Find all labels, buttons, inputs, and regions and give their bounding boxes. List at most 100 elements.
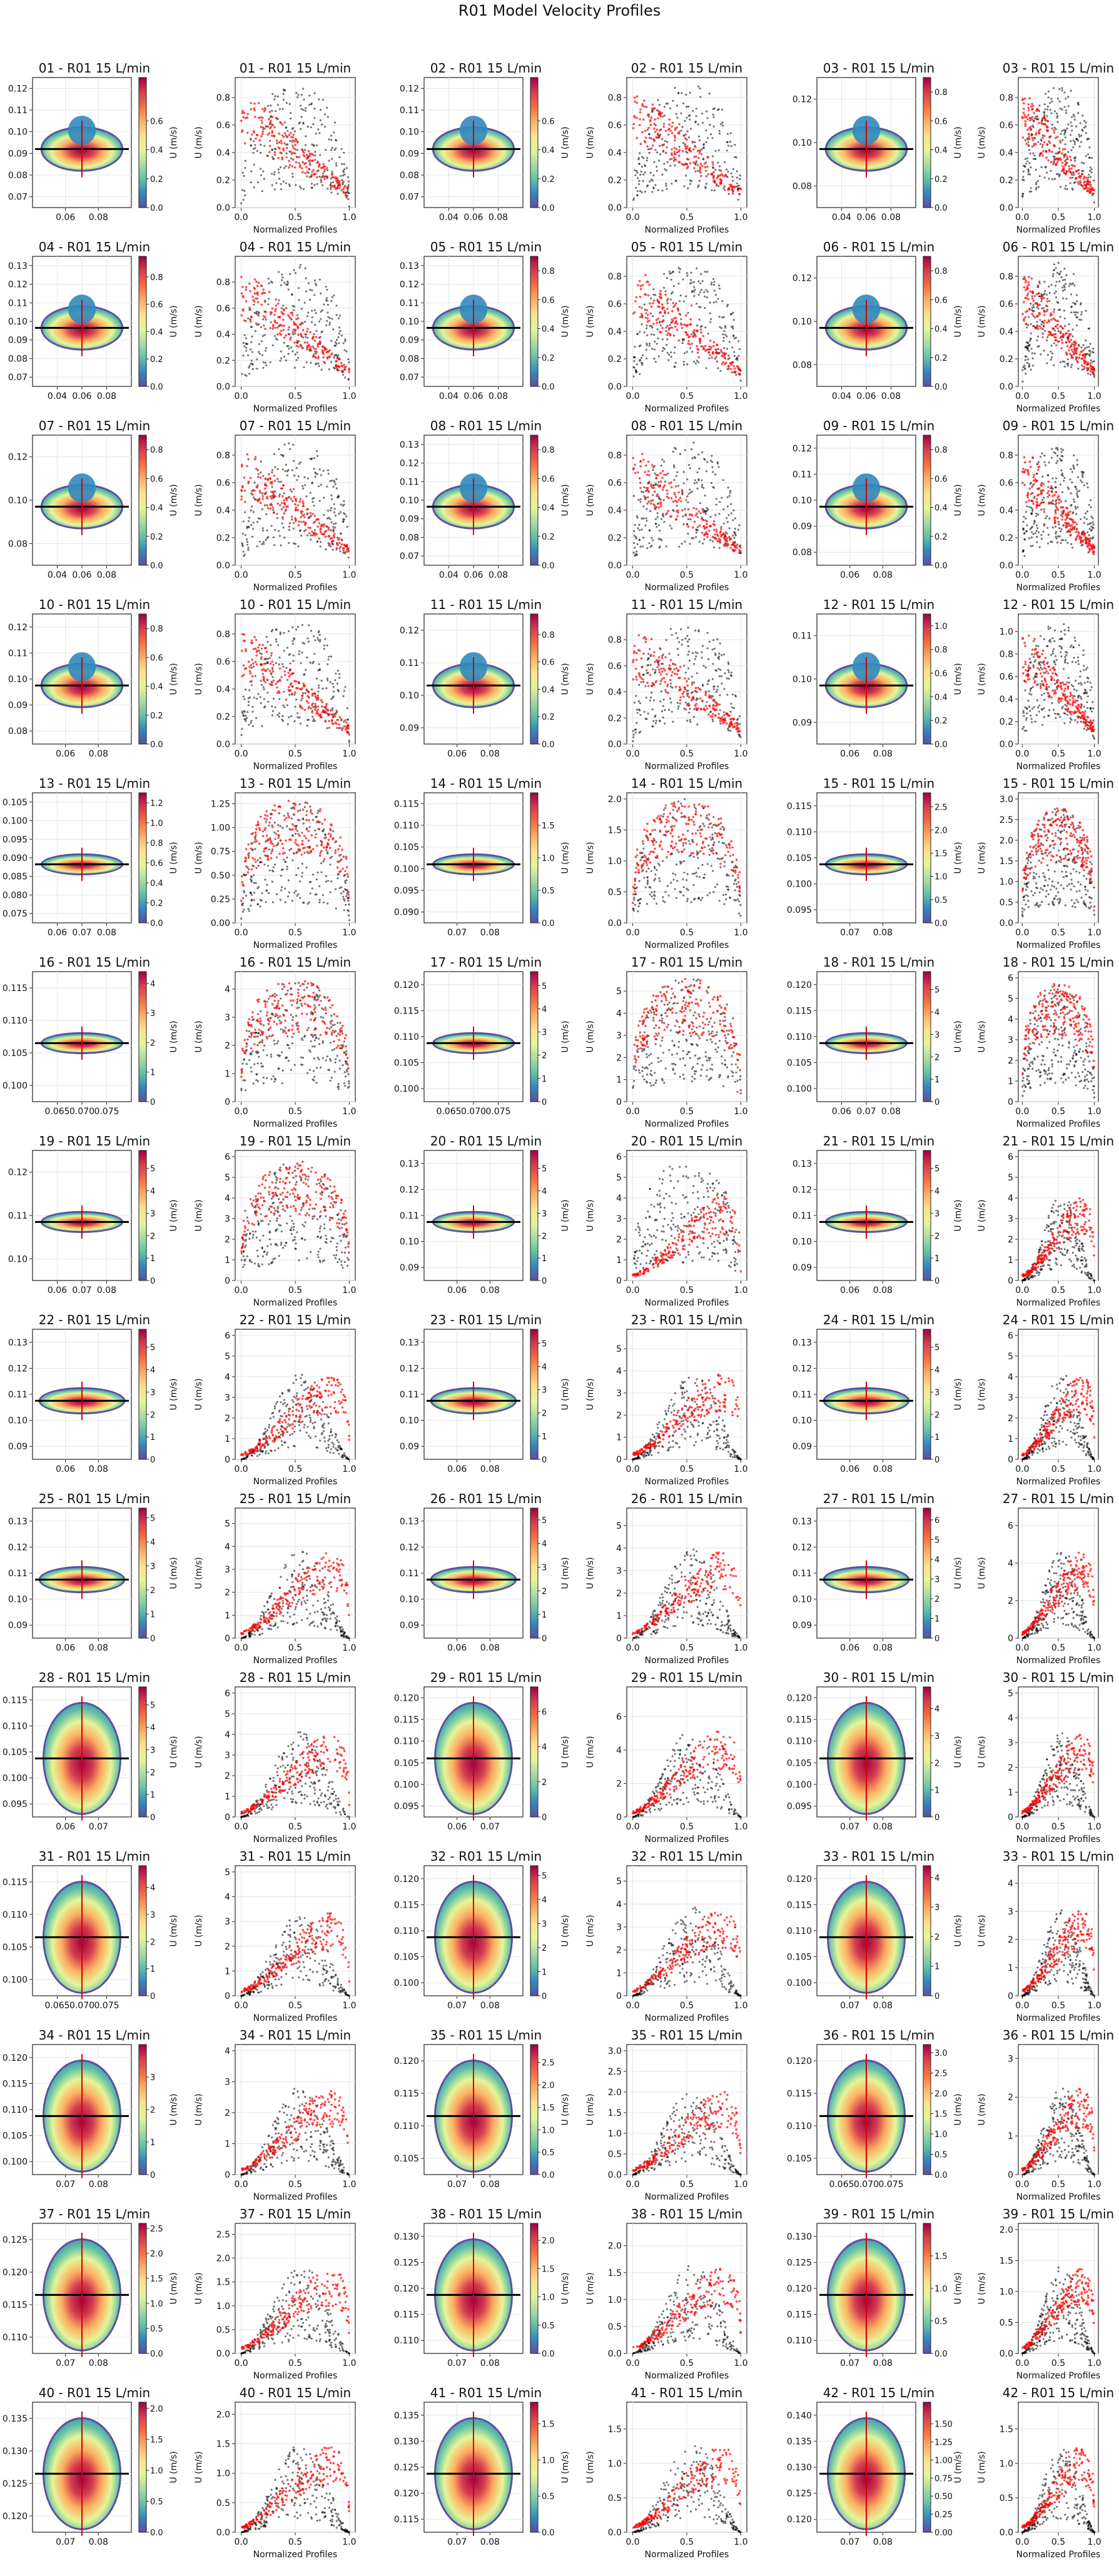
profile-point <box>252 151 255 154</box>
profile-point <box>1071 164 1075 167</box>
profile-point <box>650 147 653 150</box>
profile-point <box>711 466 714 468</box>
profile-point <box>636 543 639 545</box>
profile-point <box>254 458 256 461</box>
profile-point <box>1055 267 1057 269</box>
profile-point <box>1065 109 1068 112</box>
profile-point <box>674 365 676 368</box>
profile-point <box>657 495 660 498</box>
profile-point <box>303 516 306 518</box>
profile-point <box>1074 313 1076 316</box>
profile-point <box>286 647 289 649</box>
profile-point <box>297 524 300 526</box>
profile-point <box>320 166 323 169</box>
profile-point <box>329 537 332 540</box>
profile-point <box>1031 291 1035 294</box>
profile-point <box>736 185 739 188</box>
panel-title: 10 - R01 15 L/min <box>240 597 352 612</box>
profile-point <box>669 525 672 527</box>
profile-point <box>323 168 327 171</box>
profile-point <box>641 528 643 531</box>
profile-point <box>348 371 350 373</box>
profile-point <box>338 187 341 189</box>
profile-point <box>298 266 301 269</box>
profile-point <box>294 330 296 333</box>
profile-point <box>1053 126 1056 129</box>
profile-point <box>1077 368 1080 370</box>
profile-point <box>311 316 313 319</box>
profile-point <box>1085 339 1087 342</box>
profile-point <box>657 524 661 526</box>
profile-point <box>1091 186 1094 189</box>
profile-point <box>1055 344 1058 347</box>
profile-point <box>317 518 320 521</box>
profile-point <box>320 123 323 126</box>
profile-point <box>696 351 699 354</box>
profile-point <box>739 546 742 549</box>
profile-point <box>1035 512 1038 515</box>
profile-point <box>306 346 308 349</box>
profile-point <box>285 508 288 511</box>
profile-point <box>1089 343 1091 345</box>
profile-point <box>1055 153 1057 155</box>
profile-point <box>1066 363 1068 365</box>
profile-point <box>1065 184 1067 187</box>
profile-point <box>689 118 691 121</box>
profile-point <box>682 134 686 137</box>
profile-point <box>656 493 659 496</box>
profile-point <box>331 296 333 298</box>
profile-point <box>671 486 673 489</box>
profile-point <box>1048 136 1051 139</box>
profile-point <box>659 480 662 483</box>
profile-point <box>1072 273 1075 275</box>
profile-point <box>697 356 700 359</box>
profile-point <box>296 326 300 328</box>
profile-point <box>311 482 313 485</box>
profile-point <box>677 283 680 285</box>
profile-point <box>712 171 715 174</box>
profile-point <box>1027 473 1030 476</box>
profile-point <box>1060 528 1063 530</box>
profile-point <box>660 518 663 520</box>
profile-point <box>265 311 268 313</box>
profile-point <box>287 328 290 331</box>
profile-point <box>304 149 306 151</box>
profile-point <box>267 125 270 128</box>
profile-point <box>724 534 726 536</box>
profile-point <box>265 539 267 541</box>
profile-point <box>715 356 717 358</box>
profile-point <box>1033 306 1035 309</box>
colorbar-tick-label: 0.8 <box>542 267 555 276</box>
profile-point <box>305 277 307 279</box>
profile-point <box>726 149 728 152</box>
profile-point <box>650 297 652 299</box>
profile-point <box>322 98 325 101</box>
profile-point <box>282 328 285 331</box>
profile-point <box>1090 529 1093 532</box>
profile-point <box>699 168 701 171</box>
profile-point <box>1023 456 1026 459</box>
profile-point <box>671 148 673 151</box>
profile-point <box>330 177 332 179</box>
profile-point <box>1080 313 1083 316</box>
cross-section-panel: 02 - R01 15 L/min0.070.080.090.100.110.1… <box>400 61 570 223</box>
profile-point <box>666 495 669 498</box>
profile-point <box>639 118 641 121</box>
profile-point <box>657 506 660 509</box>
profile-point <box>305 166 308 169</box>
profile-point <box>313 520 316 523</box>
profile-point <box>707 173 709 176</box>
profile-point <box>318 365 320 368</box>
profile-point <box>643 331 646 334</box>
profile-point <box>672 285 676 288</box>
profile-point <box>686 325 689 328</box>
profile-point <box>1062 539 1065 541</box>
profile-point <box>1038 280 1041 283</box>
profile-point <box>259 491 261 494</box>
profile-point <box>680 500 682 503</box>
profile-point <box>1031 116 1034 118</box>
profile-point <box>1048 299 1051 302</box>
profile-point <box>659 485 662 488</box>
profile-point <box>313 333 315 335</box>
profile-point <box>686 274 689 277</box>
